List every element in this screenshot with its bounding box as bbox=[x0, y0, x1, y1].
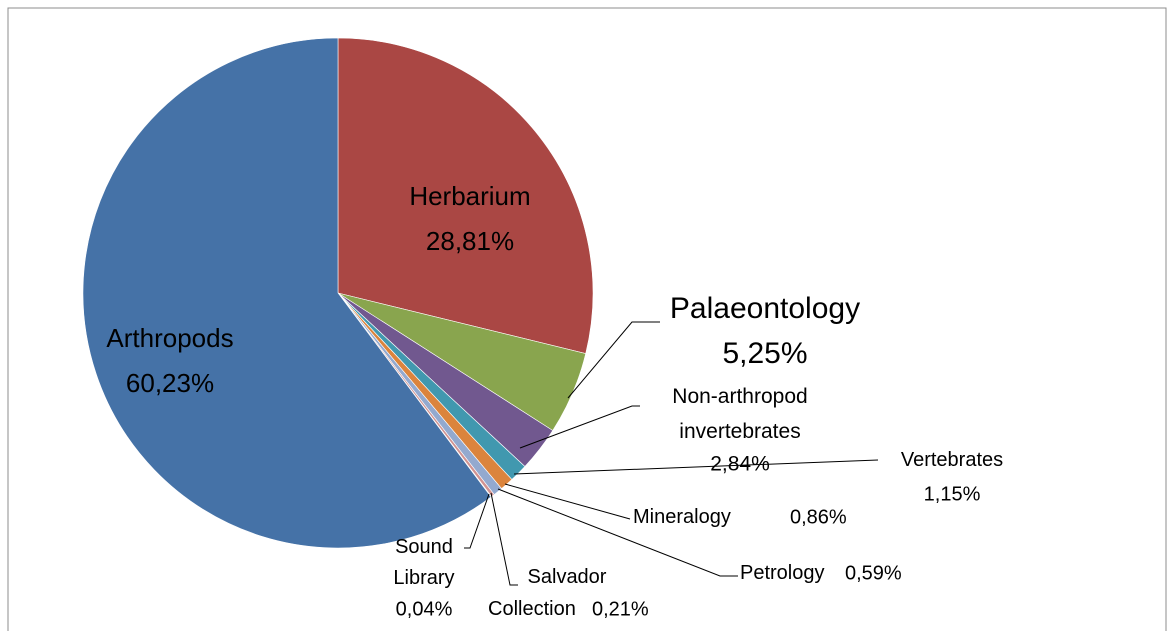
slice-label-line: Petrology bbox=[740, 562, 825, 584]
leader-line bbox=[513, 459, 879, 475]
slice-label-value: 0,04% bbox=[396, 598, 453, 620]
leader-line bbox=[567, 321, 660, 399]
slice-label-name: Non-arthropod invertebrates bbox=[672, 385, 807, 443]
slice-label-name: Herbarium bbox=[409, 181, 530, 211]
slice-label-value: 2,84% bbox=[710, 453, 770, 476]
slice-label-value: 0,21% bbox=[592, 598, 649, 620]
slice-label-line: Collection bbox=[488, 598, 576, 620]
leader-line bbox=[490, 492, 518, 586]
leader-line bbox=[519, 405, 640, 449]
slice-label-value: 0,59% bbox=[845, 562, 902, 584]
slice-label-line: Vertebrates bbox=[901, 449, 1003, 471]
slice-label-name: Arthropods bbox=[106, 323, 233, 353]
slice-label-value: 28,81% bbox=[426, 226, 514, 256]
slice-label-value: 60,23% bbox=[126, 368, 214, 398]
slice-label-line: invertebrates bbox=[679, 420, 800, 443]
slice-label-value: 5,25% bbox=[722, 337, 807, 370]
slice-label-line: Herbarium bbox=[409, 181, 530, 211]
slice-label-line: Sound bbox=[395, 536, 453, 558]
slice-label-line: Arthropods bbox=[106, 323, 233, 353]
slice-label-name: Petrology bbox=[740, 562, 825, 584]
slice-label-value: 1,15% bbox=[924, 483, 981, 505]
slice-label-line: Library bbox=[393, 567, 454, 589]
slice-label-name: Sound Library bbox=[393, 536, 454, 589]
pie-slice bbox=[337, 37, 594, 354]
leader-line bbox=[497, 488, 738, 577]
slice-label-name: Palaeontology bbox=[670, 292, 860, 325]
leader-line bbox=[504, 483, 631, 520]
pie-slice bbox=[82, 37, 492, 549]
leader-line bbox=[464, 493, 490, 549]
slice-label-line: Mineralogy bbox=[633, 506, 731, 528]
slice-label-name: Vertebrates bbox=[901, 449, 1003, 471]
slice-label-line: Non-arthropod bbox=[672, 385, 807, 408]
slice-label-name: Salvador Collection bbox=[488, 566, 607, 620]
slice-label-value: 0,86% bbox=[790, 506, 847, 528]
slice-label-name: Mineralogy bbox=[633, 506, 731, 528]
slice-label-line: Salvador bbox=[528, 566, 607, 588]
slice-label-line: Palaeontology bbox=[670, 292, 860, 325]
